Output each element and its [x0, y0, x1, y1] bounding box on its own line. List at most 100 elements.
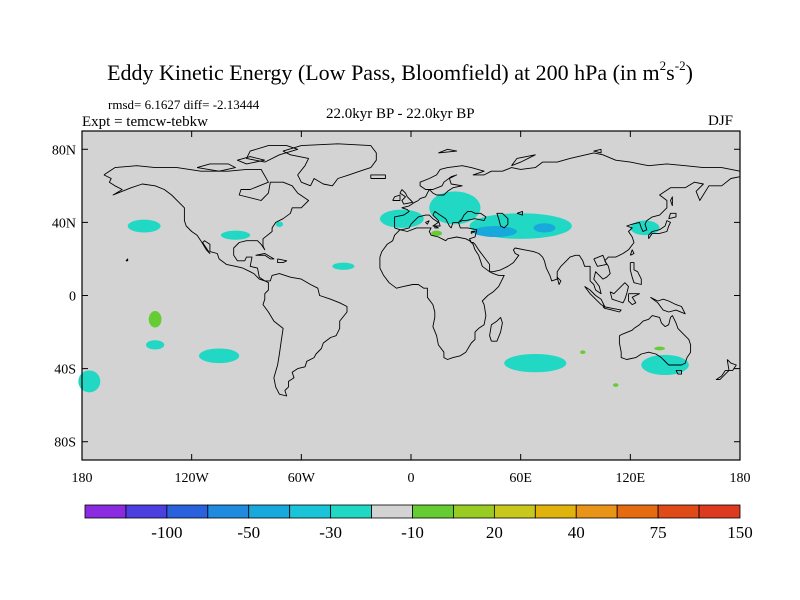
coastline — [556, 276, 562, 285]
coastline — [670, 196, 673, 207]
colorbar-swatch — [84, 504, 127, 519]
colorbar-swatch — [207, 504, 250, 519]
anomaly-patch — [431, 230, 443, 237]
lat-label: 80N — [52, 143, 76, 158]
coastline — [516, 210, 523, 216]
lat-label: 40S — [54, 363, 76, 378]
colorbar-swatch — [698, 504, 741, 519]
coastline — [668, 212, 677, 220]
coastline — [726, 359, 737, 371]
coastline — [370, 174, 386, 179]
chart-title: Eddy Kinetic Energy (Low Pass, Bloomfiel… — [0, 58, 800, 86]
coastline — [470, 231, 476, 234]
lon-label: 180 — [72, 471, 93, 486]
colorbar-label: -50 — [237, 523, 260, 542]
coastline — [425, 220, 430, 225]
coastline — [593, 148, 602, 154]
coastline — [399, 189, 414, 205]
coastline — [196, 163, 236, 172]
coastline — [628, 293, 640, 306]
coastline — [489, 316, 503, 342]
colorbar-swatch — [330, 504, 372, 519]
colorbar-swatch — [289, 504, 332, 519]
anomaly-patch — [145, 340, 165, 350]
lon-label: 120W — [175, 471, 210, 486]
anomaly-patch — [148, 311, 162, 328]
colorbar-swatch — [534, 504, 577, 519]
colorbar-swatch — [616, 504, 659, 519]
coastline — [392, 194, 401, 201]
lon-label: 60E — [509, 471, 532, 486]
colorbar-label: -100 — [151, 523, 182, 542]
colorbar: -100 -50 -30 -10 20 40 75 150 — [84, 504, 753, 542]
colorbar-label: -30 — [319, 523, 342, 542]
anomaly-patch — [504, 353, 567, 373]
colorbar-swatch — [493, 504, 536, 519]
anomaly-patch — [612, 383, 619, 387]
coastline — [434, 225, 439, 229]
anomaly-patch — [473, 226, 518, 238]
lon-label: 0 — [408, 471, 415, 486]
coastline — [125, 258, 129, 262]
colorbar-swatch — [575, 504, 618, 519]
coastline — [715, 369, 730, 381]
anomaly-patch — [220, 230, 251, 240]
coastline — [255, 253, 275, 260]
coastline — [675, 369, 682, 375]
period-label: 22.0kyr BP - 22.0kyr BP — [326, 106, 475, 122]
axis-layer: 80N 40N 0 40S 80S 180 120W 60W 0 60E 120E 180 — [52, 131, 751, 486]
lon-label: 180 — [730, 471, 751, 486]
colorbar-swatch — [657, 504, 700, 519]
coastline — [648, 220, 671, 240]
anomaly-patch — [275, 221, 284, 227]
colorbar-label: 150 — [727, 523, 753, 542]
anomaly-patch — [78, 370, 101, 393]
title-unit-s: s — [666, 60, 675, 85]
colorbar-swatch — [412, 504, 454, 519]
anomaly-patch — [580, 350, 586, 354]
coastline — [609, 282, 629, 304]
coastline — [618, 315, 692, 366]
coastline — [511, 154, 536, 167]
colorbar-label: 75 — [650, 523, 667, 542]
colorbar-label: 20 — [486, 523, 503, 542]
colorbar-swatch — [453, 504, 495, 519]
lat-label: 0 — [69, 290, 76, 305]
coastline — [282, 143, 377, 187]
map-background — [82, 131, 740, 460]
title-text: Eddy Kinetic Energy (Low Pass, Bloomfiel… — [107, 60, 660, 85]
anomaly-patch — [127, 219, 161, 233]
coastline — [593, 254, 608, 267]
coastline — [650, 296, 686, 315]
title-superscript-1: 2 — [659, 58, 667, 73]
colorbar-swatch — [166, 504, 209, 519]
coastline — [379, 227, 505, 360]
colorbar-swatch — [371, 504, 413, 519]
coastline — [602, 306, 622, 313]
lat-label: 80S — [54, 436, 76, 451]
coastline — [236, 156, 265, 165]
anomaly-patch — [198, 348, 240, 364]
anomaly-patch — [379, 209, 424, 228]
colorbar-label: -10 — [401, 523, 424, 542]
title-superscript-2: -2 — [674, 58, 686, 73]
coastline — [438, 148, 458, 154]
lat-label: 40N — [52, 216, 76, 231]
anomaly-patch — [654, 346, 666, 351]
experiment-label: Expt = temcw-tebkw — [82, 114, 208, 130]
season-label: DJF — [708, 113, 734, 129]
colorbar-label: 40 — [568, 523, 585, 542]
coastline — [496, 212, 509, 229]
stats-label: rmsd= 6.1627 diff= -2.13444 — [108, 97, 260, 112]
lon-label: 60W — [288, 471, 316, 486]
coastline-layer — [103, 143, 741, 397]
map-panel — [78, 130, 741, 461]
colorbar-swatch — [248, 504, 291, 519]
coastline — [277, 258, 288, 264]
anomaly-patch — [533, 223, 556, 233]
coastline — [629, 262, 642, 285]
coastline — [103, 165, 348, 397]
colorbar-swatch — [125, 504, 168, 519]
title-close-paren: ) — [685, 60, 693, 85]
